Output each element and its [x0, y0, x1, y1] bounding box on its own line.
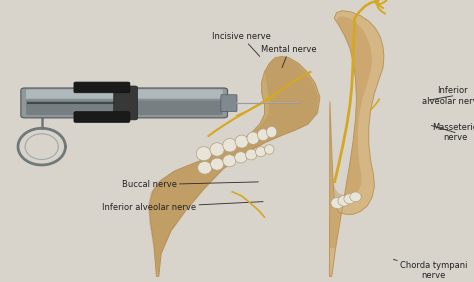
Ellipse shape	[246, 149, 257, 160]
FancyBboxPatch shape	[114, 86, 137, 120]
FancyBboxPatch shape	[74, 112, 130, 122]
Polygon shape	[329, 16, 372, 248]
Ellipse shape	[266, 126, 277, 138]
Ellipse shape	[255, 147, 266, 157]
Polygon shape	[148, 57, 319, 276]
FancyBboxPatch shape	[26, 99, 223, 115]
Ellipse shape	[223, 138, 237, 152]
Text: Inferior
alveolar nerve: Inferior alveolar nerve	[422, 86, 474, 105]
Text: Mental nerve: Mental nerve	[261, 45, 317, 68]
Polygon shape	[149, 56, 320, 276]
Text: Buccal nerve: Buccal nerve	[122, 180, 258, 189]
Ellipse shape	[331, 197, 344, 209]
Text: Inferior alveolar nerve: Inferior alveolar nerve	[102, 202, 263, 212]
FancyBboxPatch shape	[26, 89, 223, 101]
Ellipse shape	[235, 152, 247, 163]
Ellipse shape	[247, 132, 259, 144]
Ellipse shape	[223, 155, 236, 167]
Text: Incisive nerve: Incisive nerve	[212, 32, 271, 56]
FancyBboxPatch shape	[74, 82, 130, 93]
Text: Chorda tympani
nerve: Chorda tympani nerve	[393, 259, 467, 280]
Ellipse shape	[198, 161, 212, 174]
FancyBboxPatch shape	[221, 95, 237, 111]
Ellipse shape	[344, 194, 356, 204]
Ellipse shape	[196, 147, 211, 161]
Polygon shape	[329, 11, 384, 276]
Ellipse shape	[264, 145, 274, 154]
Ellipse shape	[350, 192, 361, 202]
Ellipse shape	[210, 158, 224, 170]
Ellipse shape	[235, 135, 248, 148]
Text: Masseteric
nerve: Masseteric nerve	[431, 123, 474, 142]
Ellipse shape	[338, 195, 350, 206]
Ellipse shape	[210, 143, 224, 156]
FancyBboxPatch shape	[21, 88, 228, 118]
Ellipse shape	[257, 129, 269, 141]
